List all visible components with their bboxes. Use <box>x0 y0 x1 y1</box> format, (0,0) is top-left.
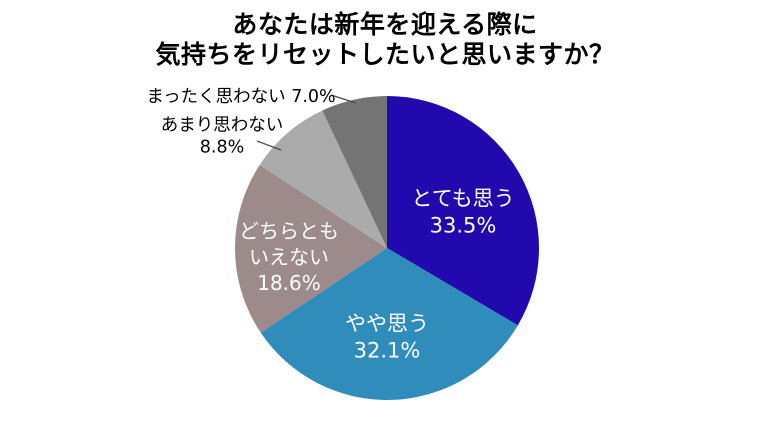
pie-slice-3 <box>259 110 387 248</box>
slice-label-pct: 32.1% <box>353 339 421 363</box>
slice-label-text: やや思う <box>345 311 429 336</box>
chart-title: あなたは新年を迎える際に 気持ちをリセットしたいと思いますか？ <box>0 10 770 69</box>
slice-label-text: まったく思わない <box>146 86 286 107</box>
chart-title-line1: あなたは新年を迎える際に <box>232 10 538 39</box>
slice-label-text: どちらとも <box>239 219 339 243</box>
pie-slice-0 <box>387 96 539 326</box>
slice-label-totemo-omou: とても思う 33.5% <box>411 186 514 241</box>
leader-line-amari <box>256 140 282 151</box>
slice-label-dochiratomo: どちらとも いえない 18.6% <box>239 218 339 296</box>
chart-title-line2: 気持ちをリセットしたいと思いますか？ <box>155 39 615 69</box>
slice-label-pct: 7.0% <box>291 86 336 107</box>
slice-label-yaya-omou: やや思う 32.1% <box>345 311 429 366</box>
slice-label-text: あまり思わない <box>160 115 284 136</box>
slice-label-pct: 8.8% <box>199 138 245 158</box>
pie-slice-1 <box>260 248 518 400</box>
pie-slice-4 <box>322 96 387 248</box>
leader-line-mattaku <box>330 94 357 104</box>
slice-label-pct: 33.5% <box>429 214 497 238</box>
slice-label-pct: 18.6% <box>257 271 321 295</box>
slice-label-text: とても思う <box>411 186 515 211</box>
slice-label-amari-omowanai: あまり思わない 8.8% <box>161 115 284 160</box>
slice-label-mattaku-omowanai: まったく思わない 7.0% <box>146 86 335 108</box>
slice-label-text: いえない <box>249 245 329 269</box>
pie-slice-2 <box>235 164 387 333</box>
